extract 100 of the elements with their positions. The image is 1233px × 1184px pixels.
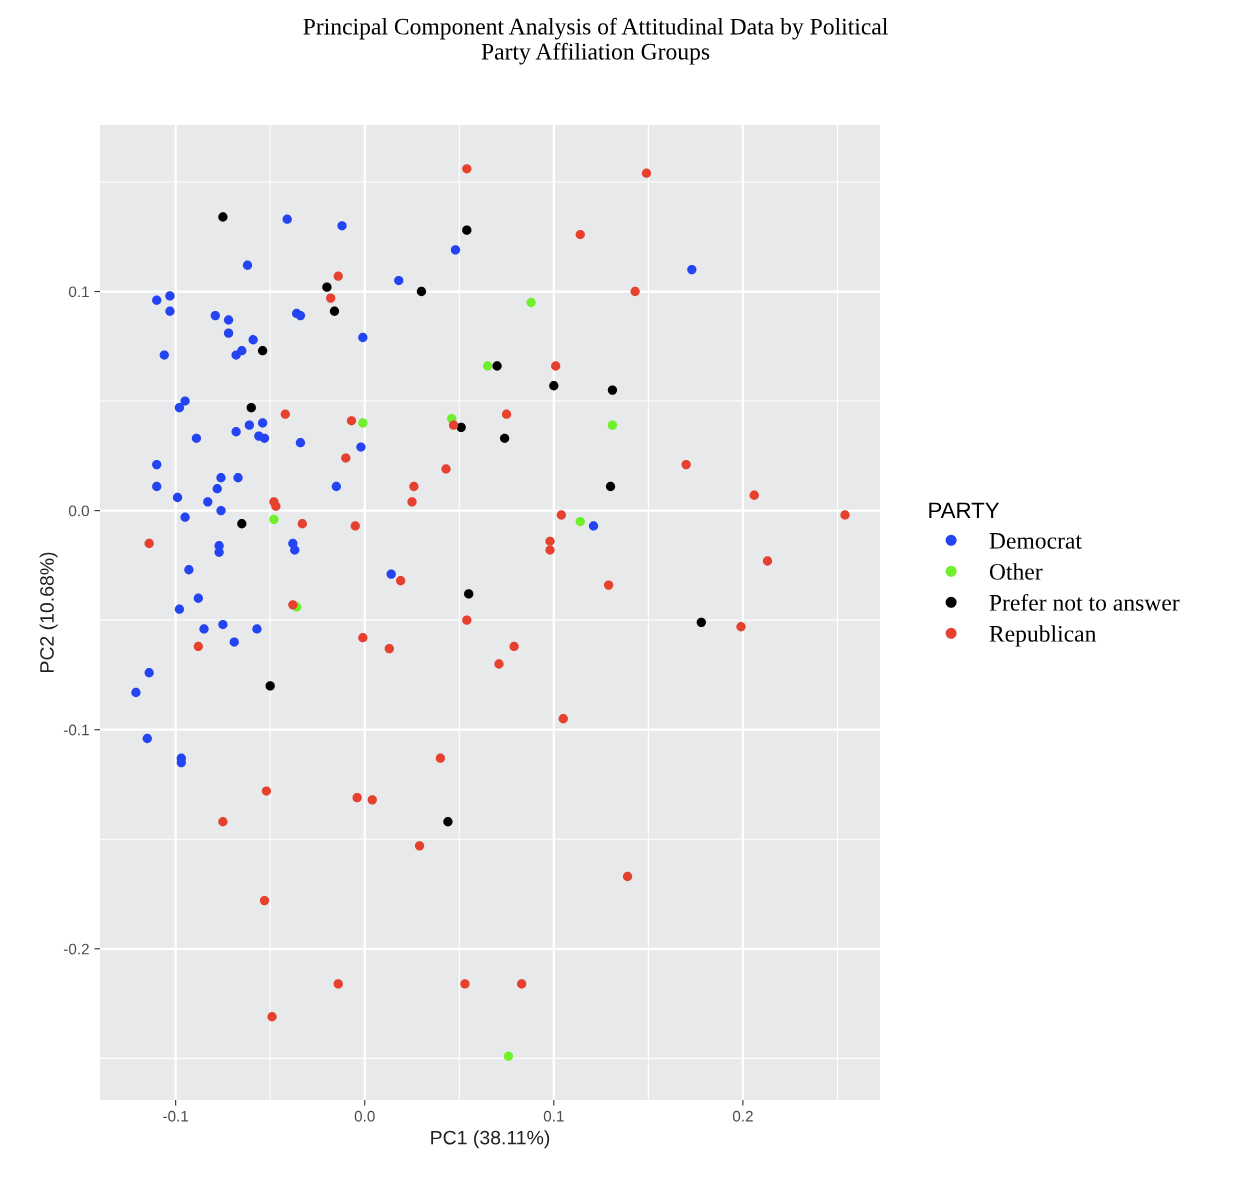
point [575,229,585,240]
point [545,545,555,555]
point [575,516,585,527]
point [282,214,292,224]
x-tick-label: 0.0 [354,1110,375,1122]
point [462,225,472,235]
point [244,420,255,430]
point [630,286,640,297]
point [358,418,368,428]
point [329,306,340,316]
point [165,306,175,316]
point [414,841,425,851]
point [203,497,213,507]
point [152,481,162,492]
point [242,260,253,270]
point [464,589,474,599]
point [549,381,559,391]
point [271,501,281,511]
point [233,473,243,483]
point [248,335,258,345]
point [482,361,493,371]
point [152,295,162,305]
legend-label: Democrat [989,533,1082,549]
point [749,490,759,500]
point [290,545,300,555]
point [218,212,228,222]
point [237,346,247,356]
point [501,409,512,419]
point [605,481,616,492]
point [696,617,706,628]
point [165,291,175,301]
point [394,275,404,286]
point [259,895,270,906]
point [346,416,357,426]
point [409,481,419,492]
point [604,580,614,590]
point [252,624,262,634]
x-tick-label: 0.2 [732,1110,753,1122]
point [184,565,194,575]
point [267,1012,277,1022]
point [257,346,268,356]
point [494,659,504,669]
point [174,402,185,413]
point [462,164,472,174]
point [337,221,347,231]
point [441,464,451,474]
point [216,505,226,516]
point [350,521,360,531]
point [622,871,633,882]
point [180,396,190,406]
point [551,361,561,371]
point [223,328,234,338]
point [462,615,472,625]
point [218,619,228,630]
point [509,641,519,652]
legend-label: Republican [989,625,1097,647]
point [358,332,368,343]
point [545,536,555,546]
point [174,604,185,614]
point [191,433,202,443]
point [212,484,222,494]
point [460,979,470,989]
point [229,637,239,647]
legend-label: Prefer not to answer [989,593,1180,611]
point [607,420,618,430]
y-tick-label: -0.2 [63,943,89,955]
legend-label: Other [989,563,1043,580]
x-tick-label: 0.1 [543,1110,564,1122]
point [193,593,203,603]
legend-title: PARTY [929,502,1000,518]
point [257,418,268,428]
chart-title: Principal Component Analysis of Attitudinal Data by Political Party Affiliation Groups [303,17,888,65]
point [269,514,279,525]
point [558,714,568,724]
point [448,420,459,430]
point [280,409,290,419]
point [607,385,618,395]
point [144,668,154,678]
point [199,624,209,634]
point [352,792,362,803]
point [295,310,306,321]
point [641,168,652,178]
x-tick-label: -0.1 [163,1110,189,1122]
point [500,433,510,443]
point [159,350,169,360]
point [450,245,461,255]
point [231,427,241,437]
point [443,817,453,827]
point [295,438,306,448]
point [762,556,773,566]
point [840,510,850,520]
point [736,622,746,632]
point [259,433,270,443]
point [367,795,377,805]
point [246,402,256,413]
point [416,286,427,297]
y-axis-title: PC2 (10.68%) [39,552,58,672]
point [297,519,307,529]
point [193,641,203,652]
point [131,687,141,698]
